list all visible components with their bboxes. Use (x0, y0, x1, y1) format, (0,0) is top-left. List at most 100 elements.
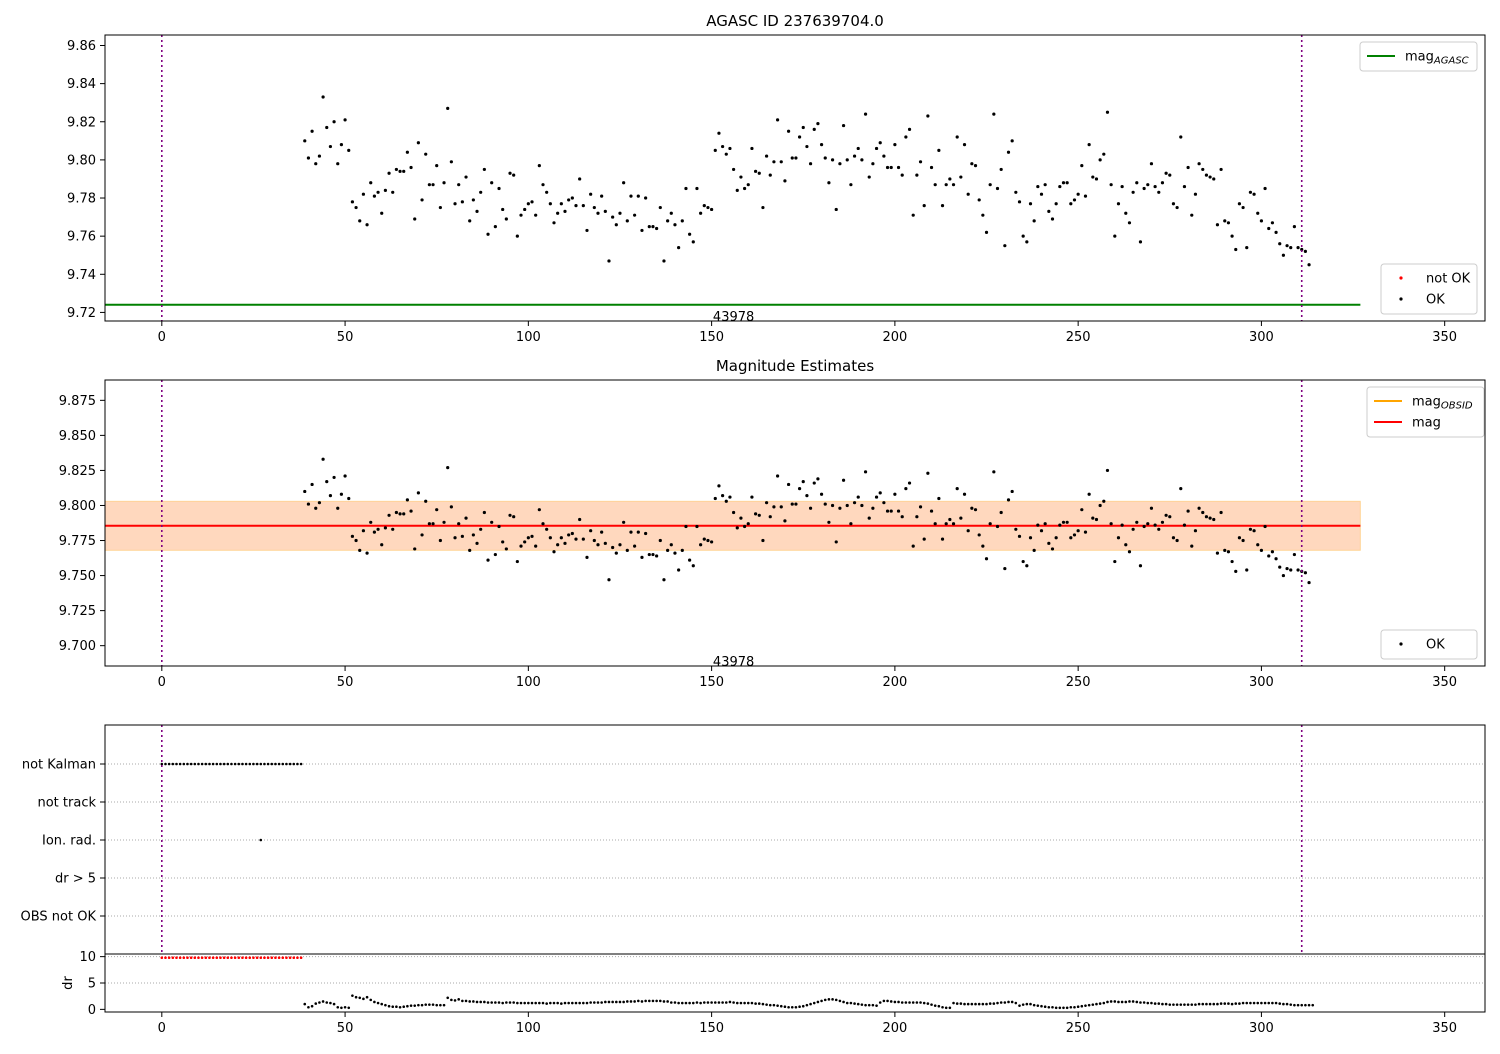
data-point (783, 519, 787, 523)
dr-point (1263, 1001, 1267, 1005)
data-point (812, 481, 816, 485)
data-point (372, 194, 377, 198)
dr-point (798, 1005, 801, 1009)
data-point (1098, 503, 1102, 508)
dr-point (871, 1003, 875, 1007)
dr-point (637, 999, 640, 1003)
data-point (764, 154, 769, 158)
dr-point (516, 1001, 519, 1005)
dr-point (1230, 1002, 1234, 1006)
flag-point (175, 762, 178, 766)
data-point (688, 558, 692, 562)
data-point (556, 543, 560, 547)
data-point (1245, 245, 1249, 250)
data-point (915, 173, 919, 177)
legend-label-text: mag (1405, 50, 1434, 65)
data-point (486, 558, 490, 562)
dr-point (1069, 1005, 1073, 1009)
data-point (768, 173, 772, 177)
data-point (1061, 520, 1066, 524)
data-point (827, 520, 831, 524)
dr-point (966, 1002, 970, 1006)
flag-point (208, 762, 211, 766)
dr-point (1164, 1002, 1168, 1006)
dr-point (1007, 1000, 1010, 1004)
dr-point (398, 1005, 402, 1009)
data-point (380, 543, 384, 547)
dr-point (1102, 1001, 1106, 1005)
data-point (1047, 541, 1051, 545)
data-point (786, 129, 791, 133)
data-point (973, 508, 978, 512)
data-point (1138, 564, 1143, 568)
dr-point (845, 1001, 849, 1005)
dr-point (757, 1002, 761, 1005)
data-point (548, 536, 552, 540)
data-point (724, 499, 728, 503)
data-point (900, 515, 904, 519)
not-ok-point (208, 956, 211, 959)
data-point (1281, 253, 1286, 257)
dr-point (402, 1005, 406, 1009)
dr-point (985, 1002, 988, 1006)
flag-point (255, 762, 259, 766)
data-point (405, 498, 409, 502)
dr-point (893, 1000, 897, 1004)
data-point (530, 534, 534, 538)
not-ok-point (288, 956, 292, 959)
dr-point (376, 1001, 380, 1005)
dr-point (1238, 1002, 1241, 1005)
data-point (310, 129, 314, 133)
data-point (1182, 184, 1187, 189)
data-point (933, 522, 937, 526)
dr-point (446, 996, 450, 1000)
not-ok-point (171, 956, 175, 959)
dr-point (567, 1001, 570, 1005)
data-point (1267, 226, 1271, 231)
data-point (1292, 225, 1297, 229)
data-point (992, 112, 996, 116)
data-point (1201, 167, 1205, 172)
y-tick-label: 9.800 (59, 499, 96, 514)
data-point (431, 522, 435, 526)
dr-point (941, 1005, 944, 1009)
y-tick-label: 9.84 (67, 77, 96, 92)
data-point (959, 516, 963, 520)
dr-point (475, 1000, 479, 1004)
data-point (977, 533, 981, 537)
dr-point (1296, 1003, 1300, 1007)
data-point (1259, 219, 1264, 223)
flag-point (167, 762, 171, 766)
dr-point (1205, 1002, 1208, 1006)
flag-point (274, 762, 277, 766)
flag-point (189, 762, 193, 766)
data-point (358, 219, 362, 223)
data-point (640, 555, 644, 559)
dr-point (926, 1002, 930, 1005)
flag-point (281, 762, 285, 766)
legend-label-subscript: AGASC (1433, 56, 1469, 67)
data-point (1296, 568, 1300, 572)
data-point (548, 202, 552, 206)
data-point (772, 160, 776, 164)
dr-point (1252, 1001, 1256, 1005)
dr-point (461, 999, 464, 1003)
data-point (1160, 181, 1165, 185)
data-point (1256, 211, 1260, 215)
x-tick-label: 300 (1249, 1021, 1274, 1036)
dr-point (549, 1001, 552, 1005)
data-point (611, 215, 615, 219)
dr-point (329, 1001, 332, 1005)
data-point (1164, 171, 1168, 175)
data-point (644, 531, 648, 536)
data-point (856, 146, 860, 151)
data-point (1234, 569, 1238, 573)
data-point (563, 541, 567, 545)
data-point (321, 457, 325, 461)
data-point (420, 533, 424, 537)
data-point (790, 156, 794, 160)
x-tick-label: 50 (337, 330, 354, 345)
dr-point (761, 1002, 765, 1006)
data-point (1274, 230, 1278, 234)
data-point (699, 543, 703, 547)
